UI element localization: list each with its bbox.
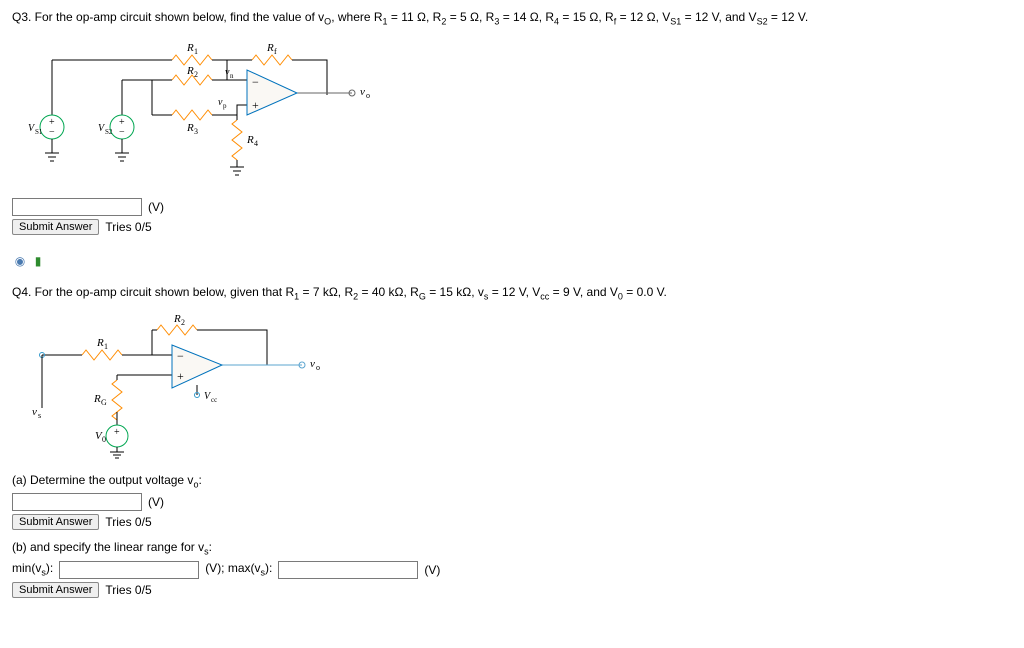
svg-text:+: + bbox=[177, 369, 184, 383]
svg-text:+: + bbox=[252, 98, 259, 112]
svg-text:n: n bbox=[230, 72, 234, 80]
q4b-min-input[interactable] bbox=[59, 561, 199, 579]
svg-text:R: R bbox=[96, 337, 104, 349]
q4b-submit-button[interactable]: Submit Answer bbox=[12, 582, 99, 598]
svg-text:−: − bbox=[252, 75, 259, 89]
q4a-tries: Tries 0/5 bbox=[105, 515, 151, 529]
svg-text:o: o bbox=[366, 91, 370, 100]
svg-text:R: R bbox=[266, 42, 274, 54]
svg-text:R: R bbox=[93, 393, 101, 405]
svg-text:S1: S1 bbox=[35, 128, 43, 136]
q3-answer-input[interactable] bbox=[12, 198, 142, 216]
q4b-min-label: min(vs): bbox=[12, 561, 53, 577]
svg-text:−: − bbox=[49, 127, 55, 138]
svg-text:o: o bbox=[316, 363, 320, 372]
svg-text:2: 2 bbox=[181, 318, 185, 327]
svg-text:p: p bbox=[223, 102, 227, 110]
q4b-max-input[interactable] bbox=[278, 561, 418, 579]
q3-answer-row: (V) bbox=[12, 198, 1012, 216]
svg-text:R: R bbox=[186, 65, 194, 77]
toolbar-icons: ◉ ▮ bbox=[12, 253, 1012, 269]
svg-text:+: + bbox=[114, 427, 120, 438]
svg-text:G: G bbox=[101, 398, 107, 407]
svg-text:v: v bbox=[310, 358, 315, 370]
q4a-submit-button[interactable]: Submit Answer bbox=[12, 514, 99, 530]
svg-text:−: − bbox=[119, 127, 125, 138]
svg-text:1: 1 bbox=[104, 342, 108, 351]
svg-text:s: s bbox=[38, 411, 41, 420]
svg-text:0: 0 bbox=[102, 435, 106, 444]
q3-submit-button[interactable]: Submit Answer bbox=[12, 219, 99, 235]
question-3: Q3. For the op-amp circuit shown below, … bbox=[12, 8, 1012, 235]
svg-text:2: 2 bbox=[194, 70, 198, 79]
question-4: Q4. For the op-amp circuit shown below, … bbox=[12, 283, 1012, 598]
q3-unit: (V) bbox=[148, 200, 164, 214]
svg-text:R: R bbox=[186, 42, 194, 54]
q4b-max-label: (V); max(vs): bbox=[205, 561, 272, 577]
svg-text:cc: cc bbox=[211, 396, 217, 404]
q3-prompt: Q3. For the op-amp circuit shown below, … bbox=[12, 8, 1012, 29]
svg-text:1: 1 bbox=[194, 47, 198, 56]
svg-text:3: 3 bbox=[194, 127, 198, 136]
q3-tries: Tries 0/5 bbox=[105, 220, 151, 234]
svg-text:f: f bbox=[274, 47, 277, 56]
print-icon[interactable]: ▮ bbox=[30, 253, 46, 269]
q4a-answer-row: (V) bbox=[12, 493, 1012, 511]
q4b-unit: (V) bbox=[424, 563, 440, 577]
q4b-answer-row: min(vs): (V); max(vs): (V) bbox=[12, 561, 1012, 579]
q4b-submit-row: Submit Answer Tries 0/5 bbox=[12, 582, 1012, 598]
q4a-unit: (V) bbox=[148, 495, 164, 509]
q3-circuit: R1 Rf R2 R3 R4 bbox=[22, 35, 1012, 188]
view-icon[interactable]: ◉ bbox=[12, 253, 28, 269]
svg-text:R: R bbox=[246, 134, 254, 146]
svg-text:R: R bbox=[173, 313, 181, 325]
svg-text:4: 4 bbox=[254, 139, 258, 148]
q4a-submit-row: Submit Answer Tries 0/5 bbox=[12, 514, 1012, 530]
svg-text:v: v bbox=[32, 406, 37, 418]
svg-text:−: − bbox=[177, 349, 184, 363]
q4-prompt: Q4. For the op-amp circuit shown below, … bbox=[12, 283, 1012, 304]
q4-circuit: R2 R1 RG bbox=[22, 310, 1012, 463]
q3-submit-row: Submit Answer Tries 0/5 bbox=[12, 219, 1012, 235]
q4b-tries: Tries 0/5 bbox=[105, 583, 151, 597]
q4a-answer-input[interactable] bbox=[12, 493, 142, 511]
q4-part-a-label: (a) Determine the output voltage vo: bbox=[12, 473, 1012, 489]
svg-text:S2: S2 bbox=[105, 128, 113, 136]
q4-part-b-label: (b) and specify the linear range for vs: bbox=[12, 540, 1012, 556]
svg-text:v: v bbox=[360, 86, 365, 98]
svg-text:R: R bbox=[186, 122, 194, 134]
